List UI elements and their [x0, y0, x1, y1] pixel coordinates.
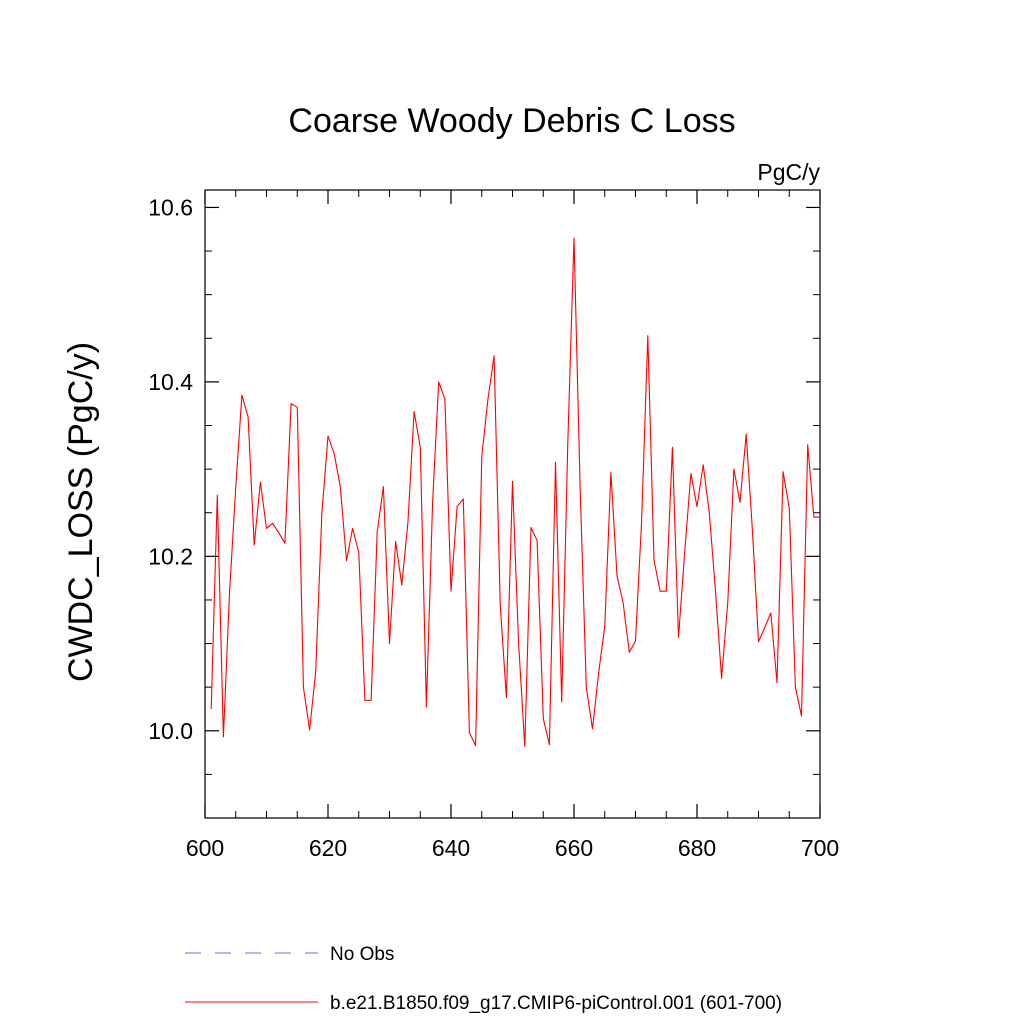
- x-tick-label: 640: [432, 835, 470, 861]
- y-tick-label: 10.6: [148, 194, 193, 220]
- legend-label: No Obs: [330, 944, 394, 965]
- x-tick-label: 680: [678, 835, 716, 861]
- legend: No Obs b.e21.B1850.f09_g17.CMIP6-piContro…: [185, 944, 782, 1014]
- x-tick-label: 600: [186, 835, 224, 861]
- y-tick-label: 10.4: [148, 369, 193, 395]
- y-axis-label: CWDC_LOSS (PgC/y): [62, 342, 100, 682]
- x-tick-label: 620: [309, 835, 347, 861]
- x-tick-label: 700: [801, 835, 839, 861]
- x-tick-label: 660: [555, 835, 593, 861]
- axes: 600 620 640 660 680 700 10.0 10.2 10.4 10.6: [148, 190, 839, 861]
- series-group: [210, 237, 820, 748]
- legend-label: b.e21.B1850.f09_g17.CMIP6-piControl.001 …: [330, 993, 782, 1014]
- y-tick-label: 10.2: [148, 543, 193, 569]
- series-line: [210, 237, 820, 748]
- y-tick-label: 10.0: [148, 718, 193, 744]
- units-label: PgC/y: [757, 159, 820, 185]
- plot-frame: [204, 189, 821, 819]
- chart-title: Coarse Woody Debris C Loss: [288, 102, 735, 140]
